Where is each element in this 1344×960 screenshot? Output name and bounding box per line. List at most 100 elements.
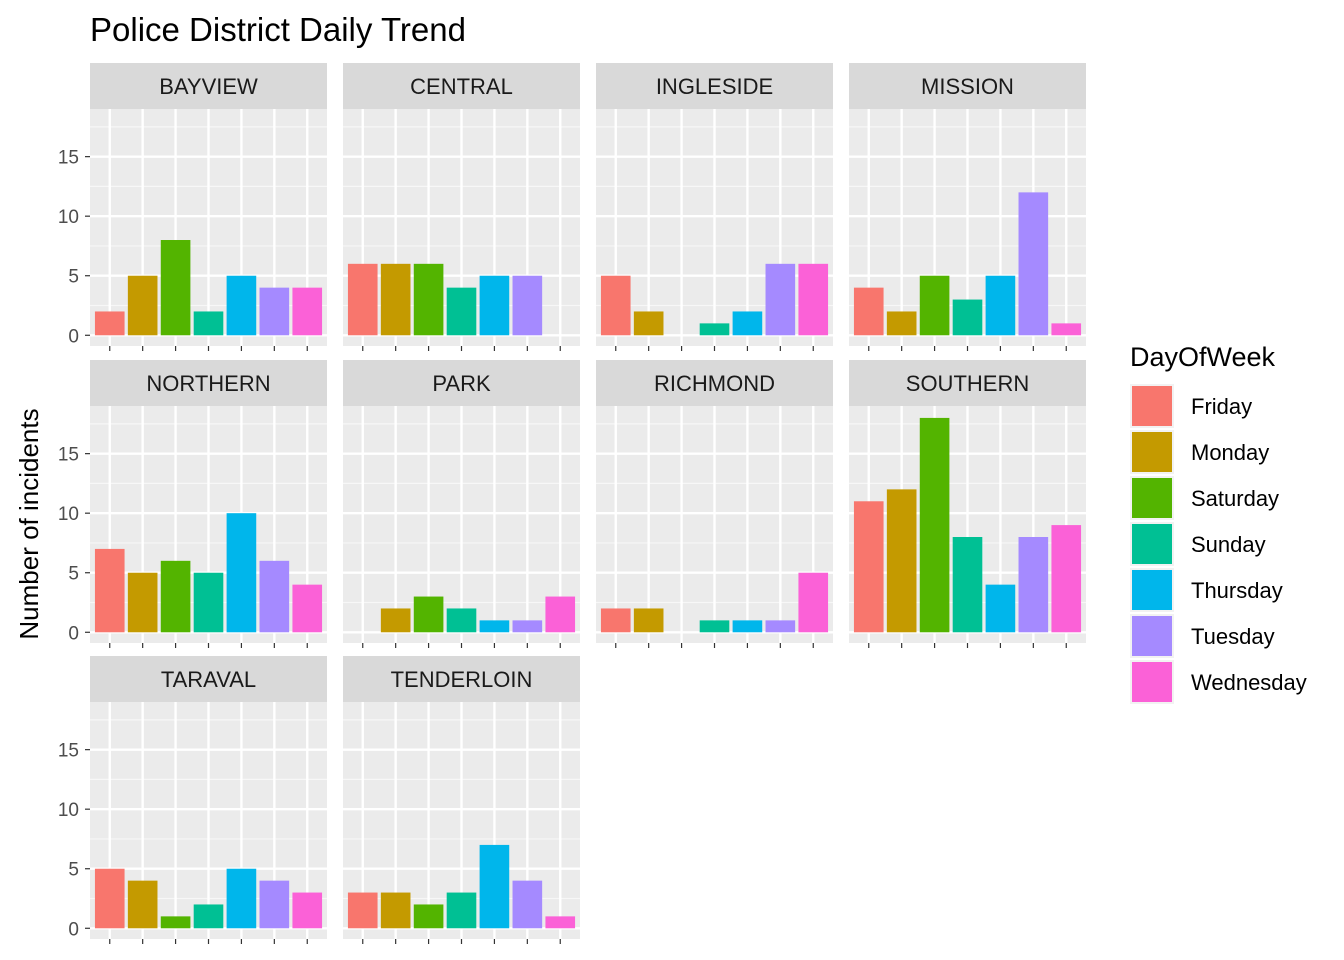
bar-richmond-thursday bbox=[732, 620, 763, 633]
facet-strip-label: RICHMOND bbox=[654, 371, 775, 396]
facet-strip-label: TARAVAL bbox=[161, 667, 256, 692]
facet-strip-label: BAYVIEW bbox=[159, 74, 258, 99]
y-tick-label: 0 bbox=[68, 326, 79, 347]
bar-ingleside-wednesday bbox=[798, 263, 829, 336]
legend-key-tuesday bbox=[1132, 616, 1172, 656]
legend-label-monday: Monday bbox=[1191, 440, 1269, 465]
facet-strip bbox=[596, 63, 833, 109]
legend-label-sunday: Sunday bbox=[1191, 532, 1266, 557]
bar-southern-sunday bbox=[952, 537, 983, 633]
bar-northern-friday bbox=[94, 548, 125, 633]
bar-richmond-sunday bbox=[699, 620, 730, 633]
bar-park-monday bbox=[380, 608, 411, 633]
y-tick-label: 15 bbox=[58, 741, 79, 762]
facet-strip-label: TENDERLOIN bbox=[391, 667, 533, 692]
bar-northern-thursday bbox=[226, 513, 257, 633]
facet-panel-tenderloin: TENDERLOIN bbox=[343, 656, 580, 944]
bar-tenderloin-wednesday bbox=[545, 916, 576, 929]
bar-southern-thursday bbox=[985, 584, 1016, 633]
facet-panel-richmond: RICHMOND bbox=[596, 360, 833, 648]
y-tick-label: 0 bbox=[68, 919, 79, 940]
bar-tenderloin-saturday bbox=[413, 904, 444, 929]
bar-bayview-wednesday bbox=[292, 287, 323, 336]
legend-title: DayOfWeek bbox=[1130, 342, 1276, 372]
legend-key-friday bbox=[1132, 386, 1172, 426]
bar-park-thursday bbox=[479, 620, 510, 633]
facet-strip-label: SOUTHERN bbox=[906, 371, 1029, 396]
bar-taraval-thursday bbox=[226, 868, 257, 929]
bar-bayview-tuesday bbox=[259, 287, 290, 336]
bar-taraval-wednesday bbox=[292, 892, 323, 929]
bar-tenderloin-sunday bbox=[446, 892, 477, 929]
legend-label-tuesday: Tuesday bbox=[1191, 624, 1275, 649]
facet-strip bbox=[90, 63, 327, 109]
facet-strip bbox=[596, 360, 833, 406]
bar-richmond-monday bbox=[633, 608, 664, 633]
facet-panel-central: CENTRAL bbox=[343, 63, 580, 351]
bar-bayview-monday bbox=[127, 275, 158, 336]
legend-label-wednesday: Wednesday bbox=[1191, 670, 1307, 695]
bar-ingleside-friday bbox=[600, 275, 631, 336]
y-tick-label: 15 bbox=[58, 445, 79, 466]
y-tick-label: 15 bbox=[58, 148, 79, 169]
bar-taraval-sunday bbox=[193, 904, 224, 929]
facet-strip-label: NORTHERN bbox=[146, 371, 270, 396]
facet-strip-label: PARK bbox=[432, 371, 491, 396]
bar-northern-saturday bbox=[160, 560, 191, 633]
bar-northern-tuesday bbox=[259, 560, 290, 633]
bar-park-tuesday bbox=[512, 620, 543, 633]
facet-strip bbox=[849, 63, 1086, 109]
facet-strip bbox=[343, 656, 580, 702]
bar-ingleside-monday bbox=[633, 311, 664, 336]
bar-central-friday bbox=[347, 263, 378, 336]
bar-central-saturday bbox=[413, 263, 444, 336]
bar-tenderloin-monday bbox=[380, 892, 411, 929]
bar-richmond-wednesday bbox=[798, 572, 829, 633]
facet-strip bbox=[90, 656, 327, 702]
facet-panel-ingleside: INGLESIDE bbox=[596, 63, 833, 351]
bar-park-wednesday bbox=[545, 596, 576, 633]
facet-strip-label: CENTRAL bbox=[410, 74, 513, 99]
bar-ingleside-thursday bbox=[732, 311, 763, 336]
legend: DayOfWeek Friday Monday Saturday Sunday Thur… bbox=[1130, 342, 1307, 704]
bar-bayview-thursday bbox=[226, 275, 257, 336]
y-tick-label: 10 bbox=[58, 207, 79, 228]
legend-key-thursday bbox=[1132, 570, 1172, 610]
legend-key-wednesday bbox=[1132, 662, 1172, 702]
facet-panel-northern: NORTHERN 0 5 10 15 bbox=[58, 360, 327, 648]
bar-tenderloin-tuesday bbox=[512, 880, 543, 929]
bar-mission-thursday bbox=[985, 275, 1016, 336]
y-tick-label: 5 bbox=[68, 860, 79, 881]
bar-central-thursday bbox=[479, 275, 510, 336]
bar-southern-saturday bbox=[919, 417, 950, 633]
y-tick-label: 10 bbox=[58, 504, 79, 525]
facet-strip bbox=[343, 360, 580, 406]
facet-panel-park: PARK bbox=[343, 360, 580, 648]
facet-panel-taraval: TARAVAL 0 5 10 15 bbox=[58, 656, 327, 944]
bar-taraval-friday bbox=[94, 868, 125, 929]
bar-mission-friday bbox=[853, 287, 884, 336]
facet-strip-label: MISSION bbox=[921, 74, 1014, 99]
facet-panel-mission: MISSION bbox=[849, 63, 1086, 351]
bar-mission-wednesday bbox=[1051, 323, 1082, 336]
bar-southern-friday bbox=[853, 501, 884, 633]
legend-label-thursday: Thursday bbox=[1191, 578, 1283, 603]
y-tick-label: 10 bbox=[58, 800, 79, 821]
facet-panel-southern: SOUTHERN bbox=[849, 360, 1086, 648]
bar-richmond-friday bbox=[600, 608, 631, 633]
bar-taraval-tuesday bbox=[259, 880, 290, 929]
legend-key-sunday bbox=[1132, 524, 1172, 564]
bar-ingleside-sunday bbox=[699, 323, 730, 336]
bar-southern-tuesday bbox=[1018, 537, 1049, 633]
facet-strip-label: INGLESIDE bbox=[656, 74, 773, 99]
bar-tenderloin-thursday bbox=[479, 844, 510, 929]
bar-taraval-monday bbox=[127, 880, 158, 929]
bar-park-sunday bbox=[446, 608, 477, 633]
facet-strip bbox=[343, 63, 580, 109]
facet-strip bbox=[90, 360, 327, 406]
bar-central-sunday bbox=[446, 287, 477, 336]
bar-bayview-sunday bbox=[193, 311, 224, 336]
bar-northern-sunday bbox=[193, 572, 224, 633]
bar-ingleside-tuesday bbox=[765, 263, 796, 336]
